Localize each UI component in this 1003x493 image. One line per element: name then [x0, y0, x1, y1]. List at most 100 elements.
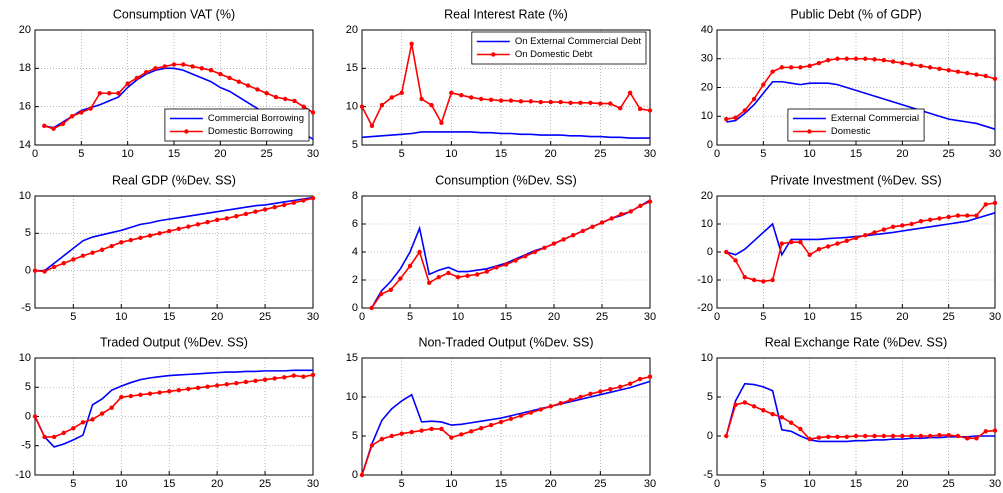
- x-tick-label: 30: [644, 311, 656, 323]
- marker: [568, 397, 573, 403]
- marker: [770, 69, 775, 74]
- x-tick-label: 15: [163, 478, 175, 490]
- x-tick-label: 25: [943, 148, 955, 160]
- marker: [116, 91, 121, 96]
- marker: [153, 66, 158, 71]
- marker: [429, 102, 434, 108]
- x-tick-label: 5: [78, 148, 84, 160]
- x-tick-label: 5: [407, 311, 413, 323]
- legend-label: External Commercial: [831, 113, 919, 124]
- y-tick-label: 10: [346, 101, 358, 113]
- marker: [909, 433, 914, 439]
- legend-label: On Domestic Debt: [515, 49, 593, 60]
- marker: [186, 224, 191, 229]
- marker: [262, 207, 268, 212]
- plot-frame: [34, 29, 314, 146]
- marker: [742, 275, 747, 280]
- marker: [900, 223, 905, 228]
- plot-frame: [361, 195, 651, 309]
- marker: [992, 428, 998, 433]
- marker: [301, 374, 306, 379]
- x-tick-label: 30: [989, 478, 1001, 490]
- marker: [558, 99, 563, 105]
- marker: [588, 100, 593, 106]
- marker: [109, 405, 114, 410]
- marker: [301, 104, 306, 109]
- marker: [974, 213, 979, 218]
- marker: [291, 373, 297, 378]
- marker: [918, 433, 924, 439]
- marker: [751, 404, 757, 409]
- marker: [407, 263, 413, 269]
- marker: [992, 76, 998, 82]
- marker: [927, 65, 933, 70]
- x-tick-label: 25: [259, 478, 271, 490]
- marker: [542, 245, 547, 250]
- marker: [608, 387, 613, 392]
- marker: [983, 202, 988, 207]
- x-tick-label: 30: [644, 478, 656, 490]
- marker: [283, 96, 288, 102]
- x-tick-label: 20: [211, 311, 223, 323]
- marker: [88, 106, 93, 111]
- y-tick-label: 5: [352, 139, 358, 151]
- marker: [844, 56, 849, 61]
- plot-frame: [361, 29, 651, 146]
- marker: [835, 56, 840, 61]
- marker: [798, 240, 803, 245]
- marker: [751, 277, 757, 283]
- marker: [619, 212, 624, 217]
- marker: [478, 426, 484, 431]
- marker: [965, 436, 970, 441]
- marker: [379, 291, 384, 297]
- marker: [571, 233, 576, 238]
- marker: [538, 99, 543, 105]
- legend: On External Commercial Debt On Domestic D…: [471, 31, 647, 65]
- marker: [195, 385, 201, 391]
- x-tick-label: 20: [548, 311, 560, 323]
- x-tick-label: 5: [70, 311, 76, 323]
- marker: [147, 391, 153, 396]
- y-tick-label: 10: [701, 218, 713, 230]
- x-tick-label: 20: [545, 478, 557, 490]
- marker: [503, 262, 509, 267]
- marker: [733, 258, 738, 263]
- marker: [548, 404, 553, 409]
- marker: [788, 420, 794, 425]
- marker: [618, 106, 623, 111]
- marker: [61, 261, 66, 266]
- marker: [918, 63, 924, 69]
- marker: [80, 253, 86, 258]
- marker: [946, 214, 951, 220]
- marker: [761, 279, 766, 284]
- plot-frame: [34, 195, 314, 309]
- marker: [578, 100, 583, 106]
- marker: [853, 56, 859, 61]
- marker: [863, 56, 868, 61]
- marker: [724, 249, 729, 255]
- marker: [292, 98, 297, 104]
- marker: [32, 268, 38, 273]
- marker: [42, 269, 47, 274]
- marker: [816, 247, 822, 252]
- marker: [618, 384, 623, 390]
- x-tick-label: 20: [896, 148, 908, 160]
- y-tick-label: 40: [701, 24, 713, 36]
- marker: [598, 389, 603, 394]
- marker: [548, 99, 553, 105]
- marker: [227, 75, 232, 81]
- marker: [42, 123, 47, 129]
- marker: [449, 435, 454, 440]
- legend-box: [471, 31, 647, 65]
- marker: [826, 244, 831, 249]
- marker: [513, 258, 518, 263]
- x-tick-label: 10: [804, 478, 816, 490]
- marker: [147, 233, 153, 238]
- marker: [388, 287, 393, 292]
- marker: [742, 400, 747, 405]
- marker: [816, 435, 822, 440]
- marker: [918, 219, 924, 224]
- chart-title: Non-Traded Output (%Dev. SS): [418, 335, 593, 349]
- marker: [90, 250, 95, 255]
- marker: [205, 219, 210, 225]
